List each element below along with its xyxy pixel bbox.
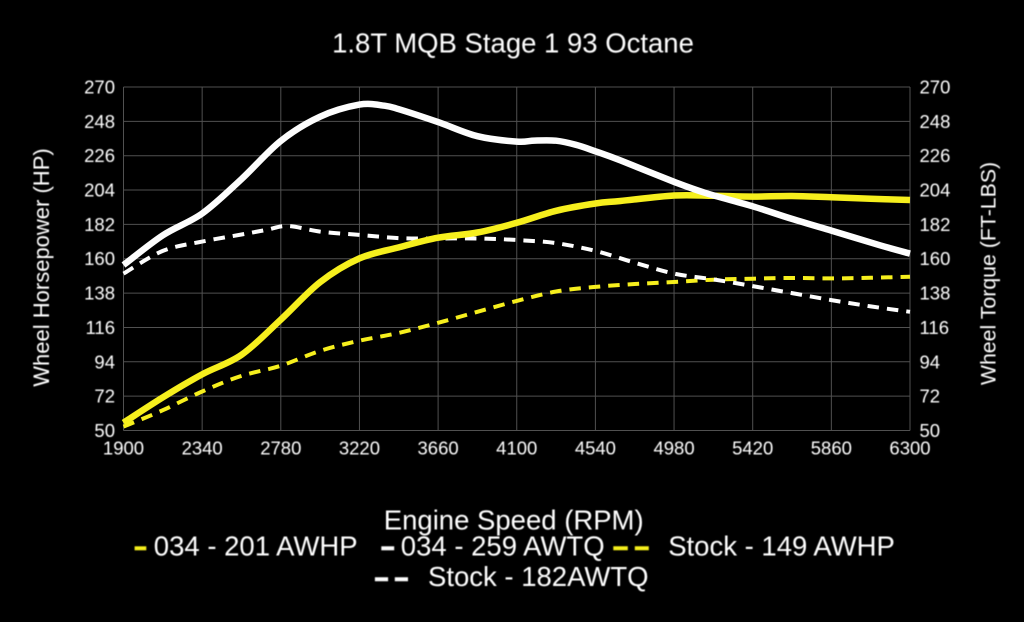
svg-text:226: 226 [84, 145, 115, 166]
svg-text:4100: 4100 [496, 438, 537, 459]
svg-text:Wheel Horsepower (HP): Wheel Horsepower (HP) [29, 148, 54, 386]
svg-text:5860: 5860 [811, 438, 852, 459]
svg-text:4540: 4540 [575, 438, 616, 459]
svg-text:4980: 4980 [653, 438, 694, 459]
svg-text:204: 204 [920, 180, 951, 201]
svg-text:116: 116 [920, 317, 950, 338]
svg-text:182: 182 [84, 214, 115, 235]
svg-text:5420: 5420 [732, 438, 773, 459]
svg-text:Stock - 149 AWHP: Stock - 149 AWHP [668, 531, 895, 562]
svg-text:248: 248 [84, 111, 115, 132]
svg-text:226: 226 [920, 145, 951, 166]
svg-text:94: 94 [920, 351, 941, 372]
svg-text:116: 116 [86, 317, 116, 338]
svg-text:138: 138 [920, 283, 951, 304]
svg-text:034 - 259 AWTQ: 034 - 259 AWTQ [401, 531, 605, 562]
svg-text:204: 204 [84, 180, 115, 201]
svg-text:Stock - 182AWTQ: Stock - 182AWTQ [428, 561, 649, 592]
svg-text:94: 94 [94, 351, 115, 372]
svg-text:Engine Speed (RPM): Engine Speed (RPM) [384, 505, 644, 536]
svg-text:270: 270 [920, 77, 951, 98]
svg-text:138: 138 [84, 283, 115, 304]
svg-text:50: 50 [94, 420, 115, 441]
svg-text:2780: 2780 [260, 438, 301, 459]
svg-text:1.8T MQB Stage 1 93 Octane: 1.8T MQB Stage 1 93 Octane [332, 28, 694, 59]
svg-text:50: 50 [920, 420, 941, 441]
svg-text:160: 160 [920, 248, 951, 269]
svg-text:3220: 3220 [339, 438, 380, 459]
svg-text:160: 160 [84, 248, 115, 269]
svg-text:034 - 201 AWHP: 034 - 201 AWHP [154, 531, 358, 562]
svg-text:1900: 1900 [103, 438, 144, 459]
svg-text:270: 270 [84, 77, 115, 98]
svg-text:2340: 2340 [182, 438, 223, 459]
svg-text:6300: 6300 [889, 438, 930, 459]
svg-text:Wheel Torque (FT-LBS): Wheel Torque (FT-LBS) [977, 162, 1001, 385]
svg-text:248: 248 [920, 111, 951, 132]
svg-text:3660: 3660 [418, 438, 459, 459]
svg-text:72: 72 [94, 386, 115, 407]
svg-text:182: 182 [920, 214, 951, 235]
svg-text:72: 72 [920, 386, 941, 407]
